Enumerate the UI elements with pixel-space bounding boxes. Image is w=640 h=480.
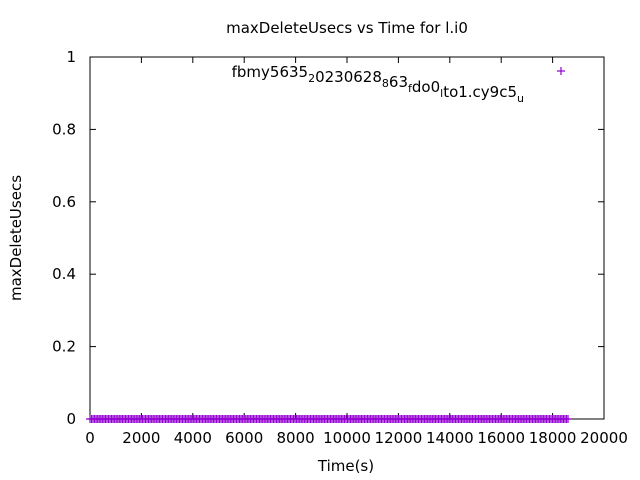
legend-subscript: 8 (382, 77, 389, 90)
legend-subscript: l (440, 87, 443, 100)
y-tick-label: 0.2 (52, 338, 76, 356)
legend-text-part: to1.cy9c5 (443, 83, 517, 101)
x-tick-label: 14000 (426, 429, 474, 447)
x-tick-label: 4000 (174, 429, 212, 447)
x-tick-label: 10000 (323, 429, 371, 447)
legend-marker (557, 67, 565, 75)
chart-title: maxDeleteUsecs vs Time for l.i0 (226, 19, 468, 37)
x-tick-label: 8000 (277, 429, 315, 447)
legend-subscript: f (408, 82, 413, 95)
x-ticks: 0 2000 4000 6000 8000 10000 12000 14000 16000 180… (85, 57, 628, 447)
y-tick-label: 0.8 (52, 120, 76, 138)
y-tick-label: 1 (66, 48, 76, 66)
legend-text-part: 63 (389, 73, 408, 91)
x-tick-label: 2000 (122, 429, 160, 447)
legend-text-part: fbmy5635 (232, 63, 308, 81)
y-tick-label: 0 (66, 410, 76, 428)
plot-frame (89, 56, 605, 420)
legend-subscript: 2 (308, 72, 315, 85)
y-tick-label: 0.4 (52, 265, 76, 283)
x-tick-label: 12000 (375, 429, 423, 447)
legend-plus-marker (557, 67, 565, 75)
legend-entry-label: fbmy563520230628863fdo0lto1.cy9c5u (232, 63, 524, 105)
legend-text-part: 0230628 (315, 68, 382, 86)
series-points (86, 415, 573, 423)
y-tick-label: 0.6 (52, 193, 76, 211)
y-ticks: 0 0.2 0.4 0.6 0.8 1 (52, 48, 604, 428)
x-tick-label: 16000 (477, 429, 525, 447)
x-tick-label: 6000 (225, 429, 263, 447)
x-tick-label: 0 (85, 429, 95, 447)
data-point (564, 415, 573, 423)
y-axis-label: maxDeleteUsecs (7, 175, 25, 301)
legend-subscript: u (517, 92, 524, 105)
x-axis-label: Time(s) (317, 457, 374, 475)
x-tick-label: 20000 (580, 429, 628, 447)
x-tick-label: 18000 (529, 429, 577, 447)
legend-text-part: do0 (412, 78, 440, 96)
